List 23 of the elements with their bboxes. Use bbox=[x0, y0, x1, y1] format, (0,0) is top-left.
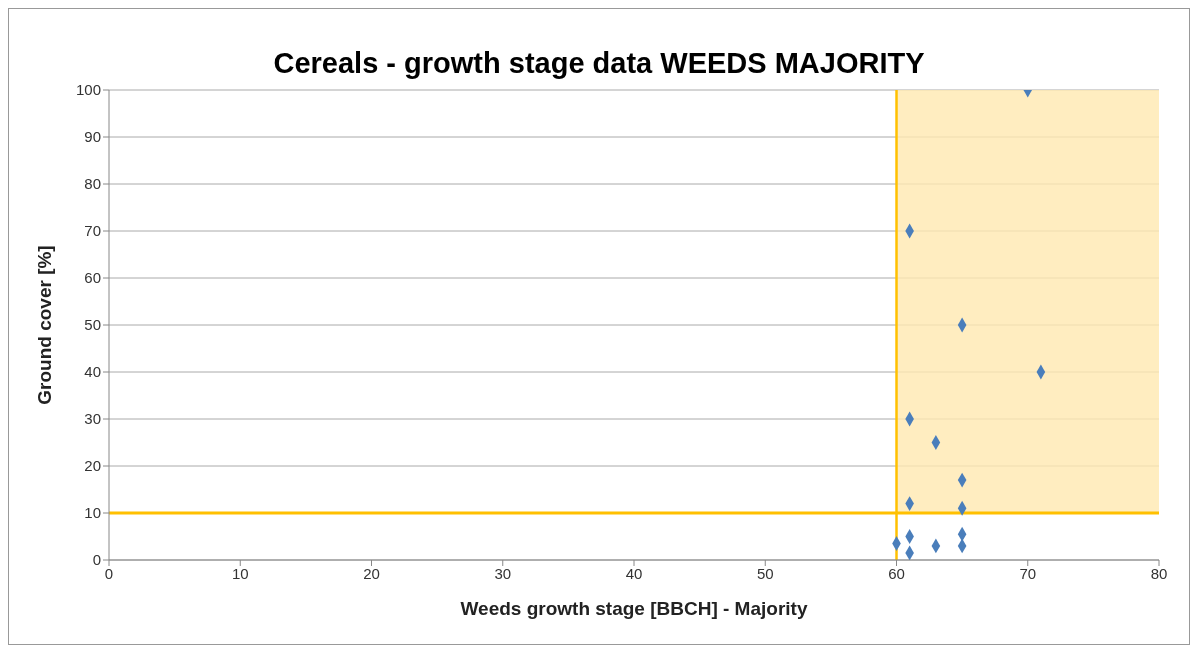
y-tick-label: 90 bbox=[84, 128, 101, 146]
y-tick-label: 10 bbox=[84, 504, 101, 522]
y-tick-label: 30 bbox=[84, 410, 101, 428]
y-tick-label: 60 bbox=[84, 269, 101, 287]
x-tick-label: 60 bbox=[888, 564, 905, 582]
x-tick-label: 40 bbox=[625, 564, 643, 582]
y-tick-label: 70 bbox=[84, 222, 101, 240]
y-tick-label: 80 bbox=[84, 175, 101, 193]
chart-title: Cereals - growth stage data WEEDS MAJORITY bbox=[272, 47, 926, 80]
x-axis-title: Weeds growth stage [BBCH] - Majority bbox=[460, 598, 808, 619]
x-tick-label: 20 bbox=[363, 564, 380, 582]
x-tick-label: 50 bbox=[756, 564, 774, 582]
x-tick-label: 80 bbox=[1150, 564, 1168, 582]
y-tick-label: 40 bbox=[84, 363, 101, 381]
y-tick-label: 0 bbox=[92, 551, 101, 569]
x-tick-label: 0 bbox=[104, 564, 114, 582]
x-tick-label: 30 bbox=[494, 564, 512, 582]
x-tick-label: 70 bbox=[1019, 564, 1037, 582]
x-tick-label: 10 bbox=[231, 564, 249, 582]
y-axis-title: Ground cover [%] bbox=[33, 245, 55, 405]
y-tick-label: 100 bbox=[75, 81, 101, 99]
y-tick-label: 20 bbox=[84, 457, 101, 475]
y-tick-label: 50 bbox=[84, 316, 101, 334]
